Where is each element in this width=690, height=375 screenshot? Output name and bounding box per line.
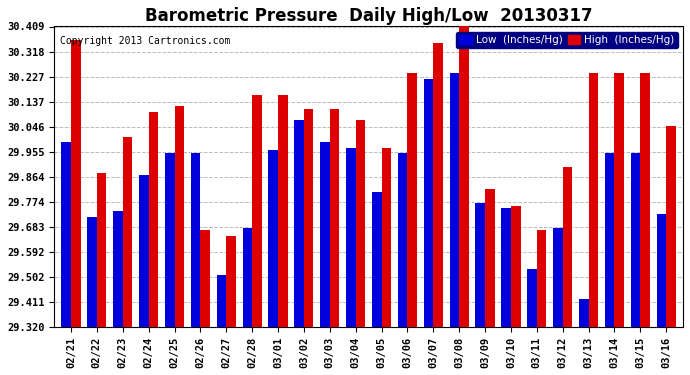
Text: Copyright 2013 Cartronics.com: Copyright 2013 Cartronics.com: [61, 36, 231, 45]
Bar: [320, 142, 330, 327]
Bar: [657, 214, 667, 327]
Bar: [537, 231, 546, 327]
Bar: [527, 269, 537, 327]
Bar: [88, 217, 97, 327]
Bar: [268, 150, 278, 327]
Bar: [330, 109, 339, 327]
Bar: [295, 120, 304, 327]
Bar: [459, 26, 469, 327]
Bar: [407, 73, 417, 327]
Bar: [97, 172, 106, 327]
Bar: [175, 106, 184, 327]
Bar: [485, 189, 495, 327]
Bar: [346, 148, 355, 327]
Bar: [615, 73, 624, 327]
Bar: [113, 211, 123, 327]
Bar: [278, 95, 288, 327]
Bar: [433, 43, 443, 327]
Bar: [61, 142, 71, 327]
Title: Barometric Pressure  Daily High/Low  20130317: Barometric Pressure Daily High/Low 20130…: [145, 7, 593, 25]
Bar: [605, 153, 615, 327]
Bar: [640, 73, 650, 327]
Bar: [243, 228, 252, 327]
Bar: [372, 192, 382, 327]
Bar: [252, 95, 262, 327]
Bar: [355, 120, 365, 327]
Bar: [589, 73, 598, 327]
Bar: [511, 206, 520, 327]
Bar: [123, 136, 132, 327]
Bar: [226, 236, 236, 327]
Bar: [217, 274, 226, 327]
Bar: [304, 109, 313, 327]
Bar: [579, 300, 589, 327]
Bar: [502, 209, 511, 327]
Bar: [563, 167, 572, 327]
Bar: [200, 231, 210, 327]
Bar: [450, 73, 459, 327]
Bar: [631, 153, 640, 327]
Bar: [71, 40, 81, 327]
Bar: [165, 153, 175, 327]
Legend: Low  (Inches/Hg), High  (Inches/Hg): Low (Inches/Hg), High (Inches/Hg): [456, 32, 678, 48]
Bar: [398, 153, 407, 327]
Bar: [424, 79, 433, 327]
Bar: [191, 153, 200, 327]
Bar: [148, 112, 158, 327]
Bar: [475, 203, 485, 327]
Bar: [553, 228, 563, 327]
Bar: [382, 148, 391, 327]
Bar: [139, 175, 148, 327]
Bar: [667, 126, 676, 327]
